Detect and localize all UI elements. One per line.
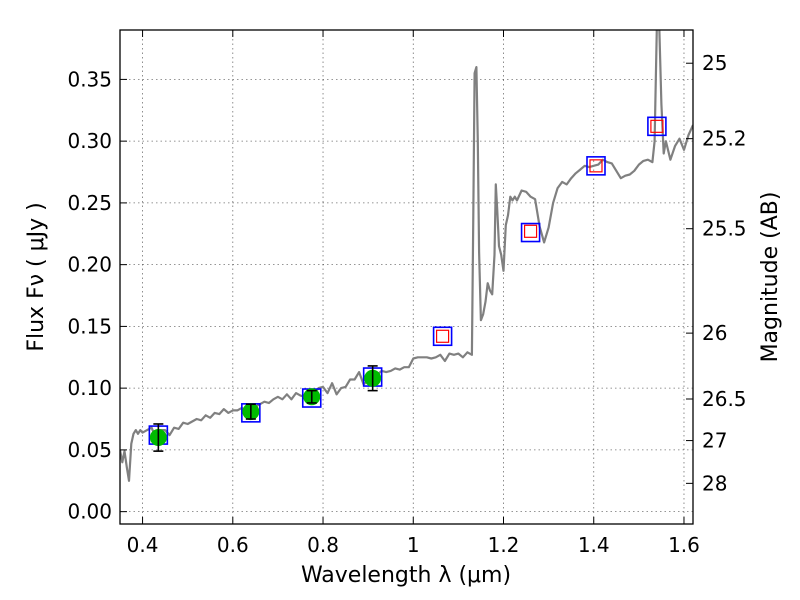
x-tick-label: 1.2: [488, 533, 520, 557]
y-tick-label: 0.05: [67, 438, 112, 462]
y-tick-label: 0.10: [67, 376, 112, 400]
x-tick-label: 0.4: [127, 533, 159, 557]
x-tick-label: 1.4: [578, 533, 610, 557]
y-tick-label: 0.20: [67, 253, 112, 277]
y2-tick-label: 26: [702, 321, 727, 345]
y2-tick-label: 27: [702, 429, 727, 453]
model-spectrum-line: [120, 30, 693, 482]
grid: [120, 30, 693, 524]
x-tick-label: 0.8: [307, 533, 339, 557]
y-tick-label: 0.15: [67, 314, 112, 338]
upper-limit-marker: [650, 119, 664, 133]
y-tick-label: 0.00: [67, 500, 112, 524]
plot-background: [120, 30, 693, 524]
model-photometry-marker: [520, 222, 541, 243]
upper-limit-marker: [435, 329, 450, 343]
y-tick-label: 0.30: [67, 129, 112, 153]
y-tick-label: 0.35: [67, 67, 112, 91]
model-photometry-marker: [647, 116, 667, 137]
series-area: [120, 30, 693, 482]
x-tick-label: 0.6: [217, 533, 249, 557]
y2-tick-label: 25: [702, 51, 727, 75]
y2-tick-label: 25.5: [702, 217, 747, 241]
y2-tick-label: 26.5: [702, 387, 747, 411]
plot-frame: [119, 29, 694, 525]
y2-axis-title: Magnitude (AB): [758, 192, 783, 363]
model-photometry-marker: [432, 326, 453, 347]
y-tick-label: 0.25: [67, 191, 112, 215]
upper-limit-marker: [523, 224, 538, 238]
model-photometry-marker: [586, 156, 606, 176]
upper-limit-marker: [589, 159, 603, 173]
y2-tick-label: 28: [702, 471, 727, 495]
y2-tick-label: 25.2: [702, 127, 747, 151]
x-tick-label: 1.6: [668, 533, 700, 557]
x-tick-label: 1: [407, 533, 420, 557]
x-axis-title: Wavelength λ (μm): [301, 563, 511, 588]
axes: 0.4 0.6 0.8 1 1.2 1.4 1.6 0.00 0.05 0.10 0.15 0.20 0…: [67, 30, 747, 557]
y-axis-title: Flux Fν ( μJy ): [24, 202, 49, 351]
